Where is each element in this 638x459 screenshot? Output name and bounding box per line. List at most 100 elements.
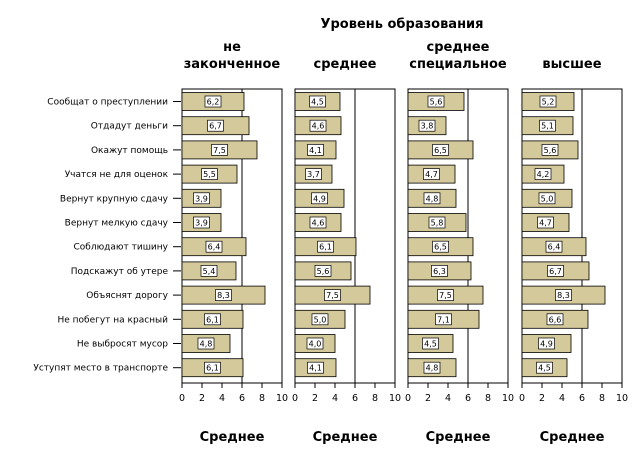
x-tick-label: 4 [219,393,225,404]
category-label: Соблюдают тишину [74,243,169,253]
data-label-box [427,95,445,108]
x-axis-label: Среднее [426,430,491,445]
panel-frame [407,88,509,384]
data-label: 4,5 [424,340,437,349]
data-label-box [311,192,328,205]
category-label: Окажут помощь [91,146,168,156]
x-tick-label: 10 [616,393,628,404]
panel-headers: не законченное среднее среднее специальное вы… [184,40,602,72]
category-label: Учатся не для оценок [65,170,169,180]
category-label: Объяснят дорогу [86,291,168,301]
data-label: 5,6 [317,267,330,276]
data-label: 6,1 [319,243,332,252]
data-label: 3,7 [307,170,320,179]
data-label: 3,9 [195,194,208,203]
category-label: Вернут крупную сдачу [60,194,169,204]
chart-title: Уровень образования [320,17,483,32]
data-label-box [539,95,557,108]
x-tick-label: 0 [519,393,525,404]
data-label: 4,9 [540,340,553,349]
x-tick-label: 4 [445,393,451,404]
data-label: 6,4 [548,243,561,252]
panel-header: законченное [184,57,281,72]
data-label: 5,4 [203,267,216,276]
x-axis-label: Среднее [313,430,378,445]
data-label: 6,1 [206,315,219,324]
data-label-box [537,216,554,229]
data-label: 4,6 [312,219,325,228]
data-label: 3,9 [195,219,208,228]
x-tick-label: 8 [485,393,491,404]
x-tick-label: 6 [239,393,245,404]
category-label: Не выбросят мусор [77,340,168,350]
x-tick-label: 2 [539,393,545,404]
data-label: 4,2 [537,170,550,179]
data-label: 4,1 [309,146,322,155]
panel-header: среднее [427,40,490,55]
data-label: 7,5 [326,291,339,300]
data-label-box [423,192,441,205]
panel-frame [181,88,283,384]
data-label-box [538,192,556,205]
x-tick-label: 8 [372,393,378,404]
data-label-box [423,168,440,180]
data-label-box [207,119,224,132]
data-label: 5,0 [314,315,327,324]
data-label-box [311,313,329,326]
data-label-box [432,144,449,156]
x-tick-label: 10 [389,393,401,404]
data-label-box [193,192,210,205]
panel-header: специальное [409,57,507,72]
data-label: 6,1 [206,364,219,373]
panel-frame [294,88,396,384]
data-label-box [200,265,218,277]
data-label: 3,8 [421,122,434,131]
data-label: 6,2 [207,98,220,107]
data-label-box [211,144,228,156]
data-label-box [309,216,327,229]
data-label: 4,8 [426,194,439,203]
data-label: 8,3 [217,291,230,300]
data-label: 6,6 [549,315,562,324]
x-tick-label: 6 [579,393,585,404]
x-tick-label: 0 [405,393,411,404]
x-axis-label: Среднее [540,430,605,445]
data-label: 4,6 [312,122,325,131]
data-label: 4,0 [309,340,322,349]
data-label: 5,2 [542,98,555,107]
x-tick-label: 6 [465,393,471,404]
data-label-box [534,168,552,180]
panel-header: высшее [542,57,601,72]
data-label: 5,0 [541,194,554,203]
x-tick-label: 10 [502,393,514,404]
data-label: 4,7 [425,170,438,179]
data-label: 4,9 [313,194,326,203]
data-label-box [422,337,439,350]
x-tick-label: 0 [179,393,185,404]
data-label: 4,8 [426,364,439,373]
data-label: 6,3 [433,267,446,276]
data-label: 5,6 [544,146,557,155]
data-label-box [435,313,452,326]
data-label: 5,8 [431,219,444,228]
category-label: Уступят место в транспорте [33,364,168,374]
x-tick-label: 2 [425,393,431,404]
data-label: 6,4 [208,243,221,252]
data-label-box [314,265,332,277]
panel: 5,2 5,1 5,6 4,2 5,0 4,7 6,4 6,7 8,3 6,6 4,9 4,5 0 2 4 6… [519,88,628,445]
data-label-box [541,144,559,156]
x-tick-label: 4 [559,393,565,404]
data-label-box [193,216,210,229]
data-label: 8,3 [557,291,570,300]
data-label: 4,1 [309,364,322,373]
data-label: 5,1 [541,122,554,131]
panel-header: не [223,40,241,55]
data-label: 7,1 [437,315,450,324]
data-label-box [547,265,564,277]
data-label: 7,5 [439,291,452,300]
x-tick-label: 2 [199,393,205,404]
data-label-box [309,119,327,132]
data-label: 4,5 [538,364,551,373]
data-label: 6,5 [434,243,447,252]
